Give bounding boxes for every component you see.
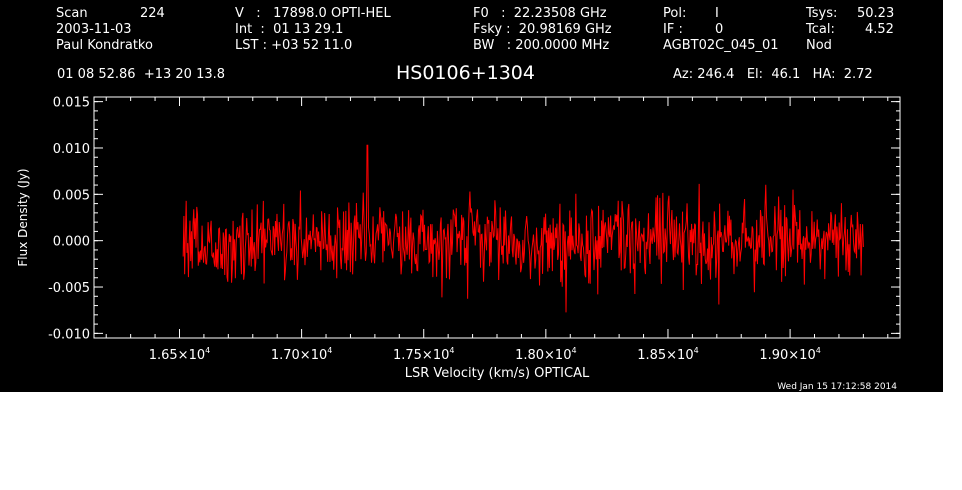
switching-mode: Nod — [806, 38, 832, 53]
lst-info: LST : +03 52 11.0 — [235, 38, 353, 53]
y-tick-label: -0.010 — [48, 327, 90, 342]
pol-value: I — [715, 6, 719, 21]
y-tick-label: 0.005 — [53, 188, 90, 203]
source-name: HS0106+1304 — [396, 62, 535, 84]
if-label: IF : — [663, 22, 683, 37]
tsys-label: Tsys: — [806, 6, 838, 21]
if-value: 0 — [715, 22, 724, 37]
y-tick-label: 0.015 — [53, 96, 90, 111]
spectrum-chart: -0.010 -0.005 0.000 0.005 0.010 0.015 1.65×104… — [16, 96, 901, 392]
x-tick-label: 1.70×104 — [271, 346, 332, 363]
tcal-value: 4.52 — [865, 22, 894, 37]
axes-group: -0.010 -0.005 0.000 0.005 0.010 0.015 1.65×104… — [48, 96, 900, 363]
x-tick-label: 1.75×104 — [393, 346, 454, 363]
scan-label: Scan — [56, 6, 88, 21]
rest-frequency: F0 : 22.23508 GHz — [473, 6, 607, 21]
tsys-value: 50.23 — [857, 6, 895, 21]
x-tick-label: 1.80×104 — [515, 346, 576, 363]
y-tick-label: -0.005 — [48, 281, 90, 296]
sky-frequency: Fsky : 20.98169 GHz — [473, 22, 612, 37]
x-tick-label: 1.65×104 — [149, 346, 210, 363]
tcal-label: Tcal: — [806, 22, 835, 37]
integration-time: Int : 01 13 29.1 — [235, 22, 344, 37]
project-id: AGBT02C_045_01 — [663, 38, 779, 53]
y-tick-label: 0.010 — [53, 142, 90, 157]
spectrum-trace-group — [182, 144, 864, 313]
az-el-ha: Az: 246.4 El: 46.1 HA: 2.72 — [673, 67, 873, 82]
observer-name: Paul Kondratko — [56, 38, 153, 53]
y-tick-label: 0.000 — [53, 235, 90, 250]
x-tick-label: 1.90×104 — [759, 346, 820, 363]
bandwidth: BW : 200.0000 MHz — [473, 38, 610, 53]
y-axis-label: Flux Density (Jy) — [16, 168, 30, 266]
source-coordinates: 01 08 52.86 +13 20 13.8 — [57, 67, 226, 82]
scan-value: 224 — [140, 6, 165, 21]
spectrum-trace — [182, 144, 864, 313]
plot-panel: Scan 224 2003-11-03 Paul Kondratko V : 1… — [0, 0, 943, 392]
pol-label: Pol: — [663, 6, 687, 21]
plot-timestamp: Wed Jan 15 17:12:58 2014 — [777, 382, 897, 392]
x-axis-label: LSR Velocity (km/s) OPTICAL — [405, 366, 590, 381]
observation-date: 2003-11-03 — [56, 22, 132, 37]
x-tick-label: 1.85×104 — [637, 346, 698, 363]
velocity-info: V : 17898.0 OPTI-HEL — [235, 6, 391, 21]
